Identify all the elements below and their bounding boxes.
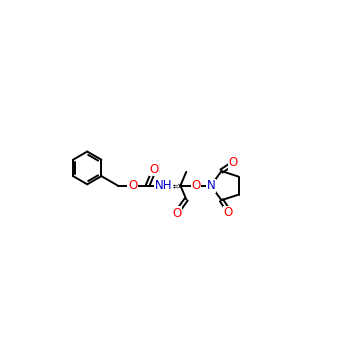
Text: O: O [223,206,233,220]
Text: O: O [228,156,238,169]
Text: N: N [206,179,215,192]
Text: O: O [172,206,182,220]
Text: O: O [191,179,201,192]
Text: O: O [128,179,137,192]
Text: NH: NH [155,179,173,192]
Text: O: O [150,163,159,176]
